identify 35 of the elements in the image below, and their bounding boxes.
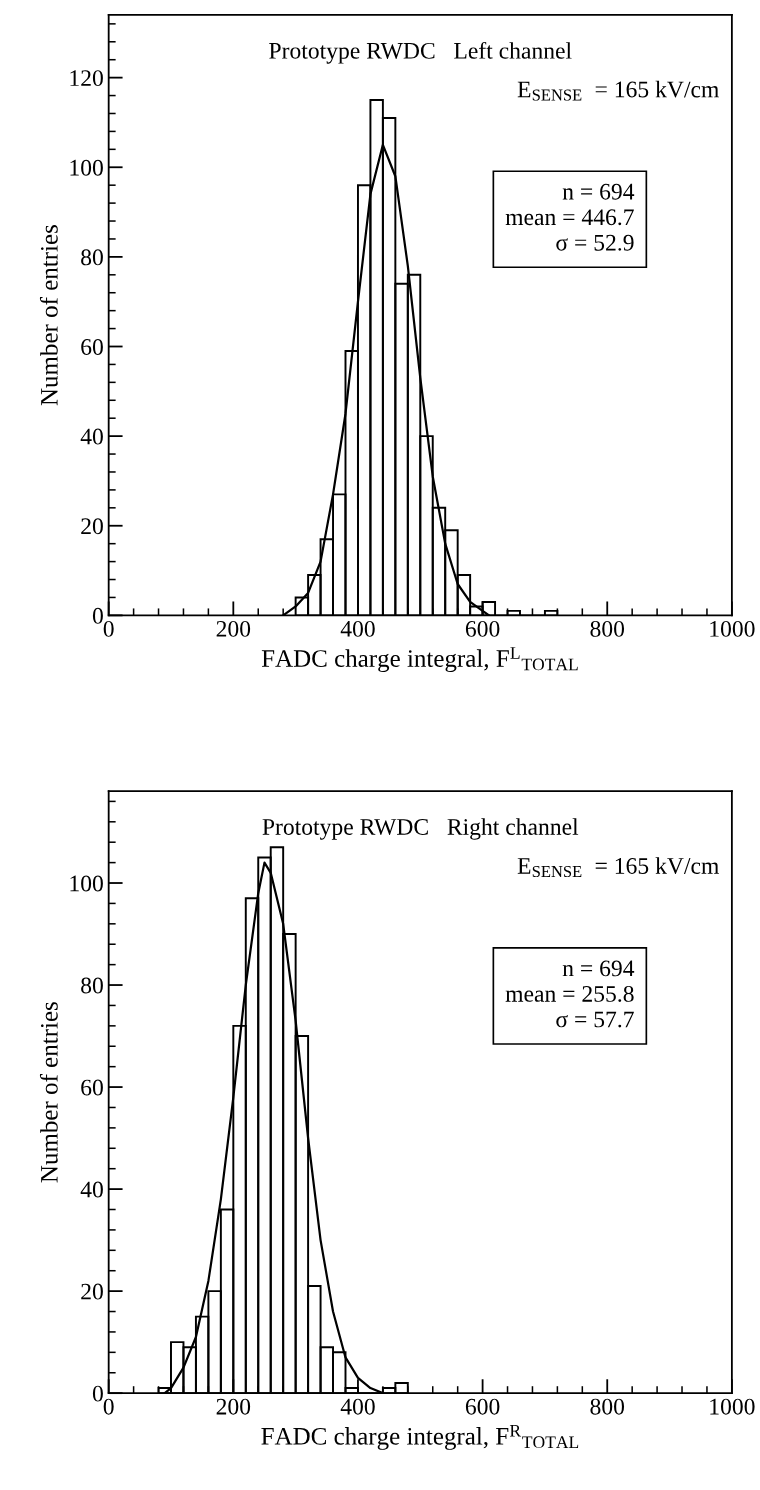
- x-tick-label: 0: [103, 620, 114, 637]
- y-tick-label: 60: [81, 338, 103, 355]
- y-axis-title: Number of entries: [39, 225, 58, 406]
- x-tick-label: 400: [340, 620, 375, 637]
- x-axis-title: FADC charge integral, F$^{L}$$_{TOTAL}$: [261, 647, 578, 673]
- x-tick-label: 800: [590, 620, 625, 637]
- x-tick-label: 600: [465, 1398, 500, 1415]
- x-tick-label: 200: [216, 1398, 251, 1415]
- annotation: n = 694 mean = 446.7 σ = 52.9: [505, 183, 635, 251]
- y-tick-label: 80: [81, 977, 103, 994]
- y-tick-label: 20: [81, 1283, 103, 1300]
- x-tick-label: 800: [590, 1398, 625, 1415]
- y-tick-label: 80: [81, 249, 103, 266]
- x-tick-label: 600: [465, 620, 500, 637]
- x-axis-title: FADC charge integral, F$^{R}$$_{TOTAL}$: [261, 1424, 579, 1450]
- y-tick-label: 40: [80, 428, 103, 445]
- annotation: E$_{SENSE}$ = 165 kV/cm: [517, 857, 719, 878]
- x-tick-label: 1000: [710, 620, 755, 637]
- x-tick-label: 0: [103, 1398, 114, 1415]
- y-tick-label: 120: [70, 70, 103, 87]
- x-tick-label: 1000: [710, 1398, 755, 1415]
- y-tick-label: 40: [80, 1181, 103, 1198]
- y-tick-label: 0: [92, 1385, 103, 1402]
- y-tick-label: 0: [92, 607, 103, 624]
- annotation: E$_{SENSE}$ = 165 kV/cm: [517, 80, 719, 101]
- x-tick-label: 200: [216, 620, 251, 637]
- y-axis-title: Number of entries: [39, 1002, 58, 1183]
- annotation: n = 694 mean = 255.8 σ = 57.7: [505, 960, 635, 1028]
- y-tick-label: 60: [81, 1079, 103, 1096]
- y-tick-label: 100: [70, 875, 103, 892]
- y-tick-label: 100: [70, 159, 103, 176]
- annotation: Prototype RWDC Left channel: [269, 41, 572, 64]
- annotation: Prototype RWDC Right channel: [262, 818, 579, 840]
- x-tick-label: 400: [340, 1398, 375, 1415]
- y-tick-label: 20: [81, 518, 103, 535]
